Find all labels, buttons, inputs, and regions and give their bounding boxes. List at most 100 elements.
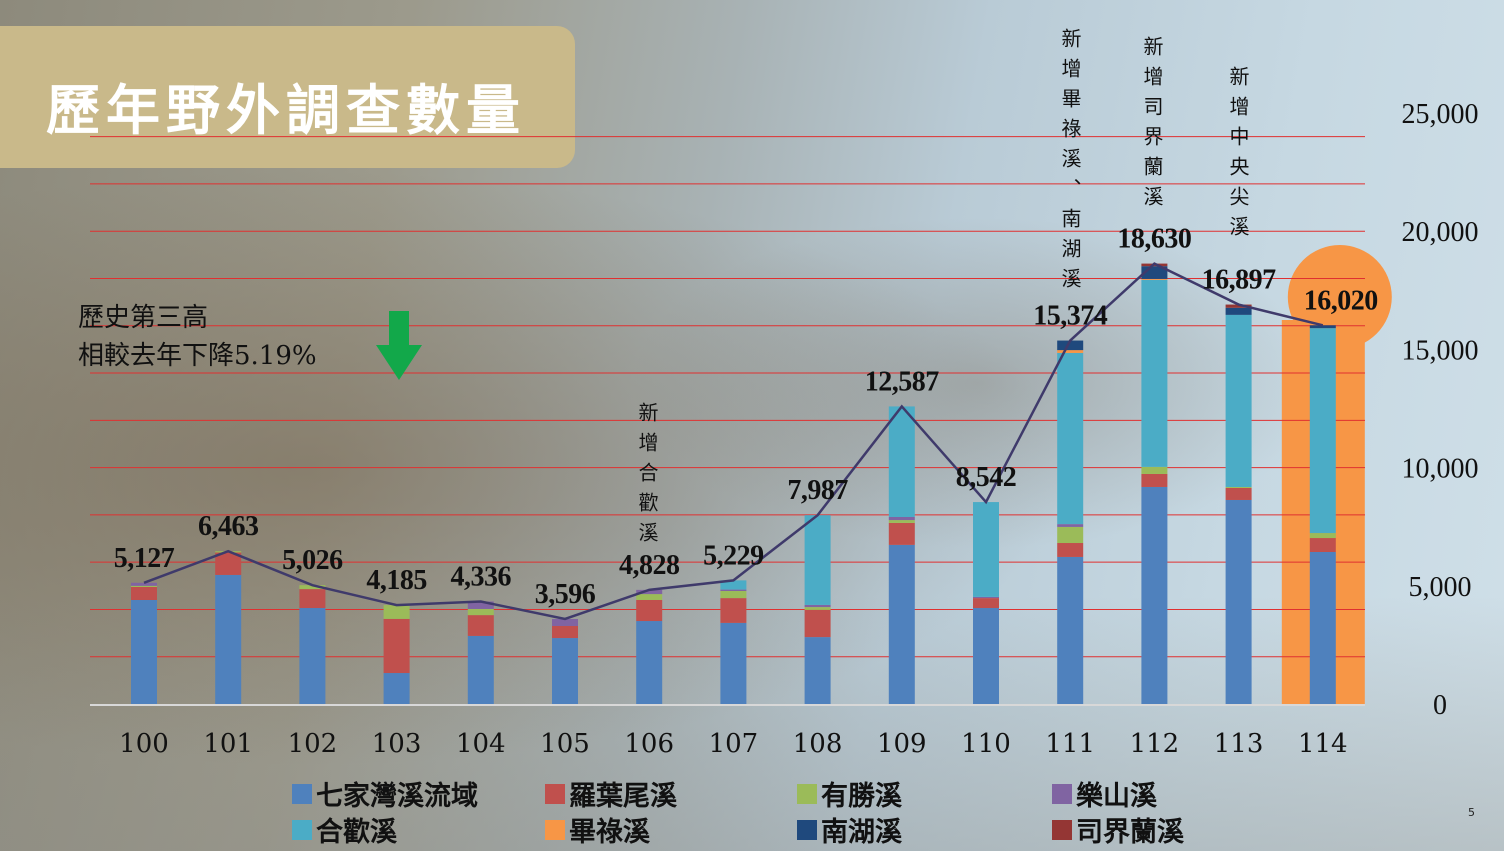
- bar-segment: [1309, 325, 1336, 329]
- bar-segment: [973, 608, 999, 704]
- annotation-113: 新增中央尖溪: [1226, 66, 1250, 246]
- legend-label: 七家灣溪流域: [316, 781, 478, 812]
- bar-segment: [1057, 543, 1084, 557]
- data-label: 7,987: [787, 475, 848, 506]
- legend-item: 司界蘭溪: [1052, 810, 1184, 849]
- bar-segment: [1141, 466, 1168, 474]
- legend-swatch: [1052, 819, 1072, 840]
- legend-item: 七家灣溪流域: [292, 774, 478, 813]
- bar-segment: [383, 605, 410, 619]
- bar-segment: [888, 520, 915, 523]
- legend-label: 羅葉尾溪: [569, 781, 677, 812]
- legend-label: 合歡溪: [316, 817, 397, 848]
- legend-item: 合歡溪: [292, 810, 397, 849]
- data-label: 4,828: [619, 550, 680, 581]
- data-label: 3,596: [535, 579, 596, 610]
- bar-segment: [467, 615, 494, 636]
- annotation-111: 新增畢祿溪、南湖溪: [1058, 28, 1082, 298]
- bar-segment: [804, 607, 831, 610]
- legend-item: 有勝溪: [797, 774, 902, 813]
- data-label: 12,587: [865, 366, 940, 397]
- x-tick-label: 109: [877, 729, 927, 759]
- y-tick-label: 10,000: [1402, 454, 1479, 485]
- bar-segment: [1225, 486, 1252, 488]
- legend-swatch: [292, 783, 312, 804]
- bar-segment: [1309, 533, 1336, 539]
- bar-segment: [1309, 328, 1336, 534]
- bar-segment: [720, 598, 747, 623]
- bar-segment: [1057, 524, 1084, 527]
- data-label: 5,127: [114, 543, 175, 574]
- legend-label: 南湖溪: [821, 817, 902, 848]
- bar-segment: [888, 522, 915, 545]
- bar-segment: [720, 580, 747, 590]
- y-tick-label: 20,000: [1402, 217, 1479, 248]
- bar-segment: [636, 621, 663, 704]
- title-banner: [0, 26, 575, 168]
- data-label: 8,542: [956, 462, 1017, 493]
- bar-segment: [467, 635, 494, 704]
- bar-segment: [1225, 487, 1252, 500]
- bar-segment: [1225, 499, 1252, 704]
- bar-segment: [1057, 556, 1084, 704]
- bar-segment: [1309, 538, 1336, 552]
- x-tick-label: 112: [1130, 729, 1180, 759]
- bar-segment: [973, 598, 999, 609]
- page-number: 5: [1468, 806, 1475, 819]
- bar-segment: [215, 552, 242, 575]
- bar-segment: [1057, 526, 1084, 544]
- bar-segment: [720, 591, 747, 599]
- x-tick-label: 106: [624, 729, 674, 759]
- legend-label: 司界蘭溪: [1076, 817, 1184, 848]
- x-tick-label: 111: [1045, 729, 1095, 759]
- bar-segment: [888, 517, 915, 521]
- bar-segment: [973, 502, 999, 597]
- x-tick-label: 104: [456, 729, 506, 759]
- y-tick-label: 15,000: [1402, 335, 1479, 366]
- bar-segment: [804, 637, 831, 704]
- bar-segment: [215, 574, 242, 704]
- y-tick-label: 0: [1433, 690, 1447, 721]
- bar-segment: [804, 515, 831, 605]
- x-tick-label: 107: [709, 729, 759, 759]
- bar-segment: [1141, 278, 1168, 280]
- x-tick-label: 114: [1298, 729, 1348, 759]
- legend-item: 南湖溪: [797, 810, 902, 849]
- legend-item: 羅葉尾溪: [545, 774, 677, 813]
- data-label: 15,374: [1033, 301, 1108, 332]
- bar-segment: [1141, 486, 1168, 704]
- legend-swatch: [292, 819, 312, 840]
- bar-segment: [552, 618, 578, 626]
- legend-swatch: [797, 783, 817, 804]
- x-tick-label: 102: [288, 729, 338, 759]
- data-label: 16,897: [1202, 265, 1277, 296]
- data-label: 5,229: [703, 540, 764, 571]
- legend-swatch: [545, 783, 565, 804]
- data-label: 4,185: [366, 565, 427, 596]
- bar-segment: [888, 544, 915, 704]
- bar-segment: [636, 599, 663, 622]
- total-line: [143, 262, 1324, 621]
- bar-segment: [720, 622, 747, 704]
- bar-segment: [383, 673, 410, 704]
- bar-segment: [131, 599, 157, 704]
- data-label: 18,630: [1117, 224, 1191, 255]
- bar-segment: [1057, 352, 1084, 525]
- bar-segment: [383, 618, 410, 674]
- bar-segment: [888, 406, 915, 518]
- bar-segment: [1057, 350, 1084, 353]
- legend-item: 樂山溪: [1052, 774, 1157, 813]
- x-tick-label: 101: [203, 729, 253, 759]
- slide-title: 歷年野外調查數量: [46, 79, 526, 142]
- x-tick-label: 105: [540, 729, 590, 759]
- bar-segment: [1141, 473, 1168, 487]
- bar-segment: [804, 604, 831, 608]
- legend-label: 有勝溪: [821, 781, 902, 812]
- bar-segment: [1225, 307, 1252, 315]
- bar-segment: [552, 625, 578, 639]
- y-tick-label: 25,000: [1402, 99, 1479, 130]
- data-label: 4,336: [451, 561, 512, 592]
- legend-label: 樂山溪: [1076, 781, 1157, 812]
- note-decrease: 相較去年下降5.19%: [78, 341, 317, 371]
- bar-segment: [973, 596, 999, 599]
